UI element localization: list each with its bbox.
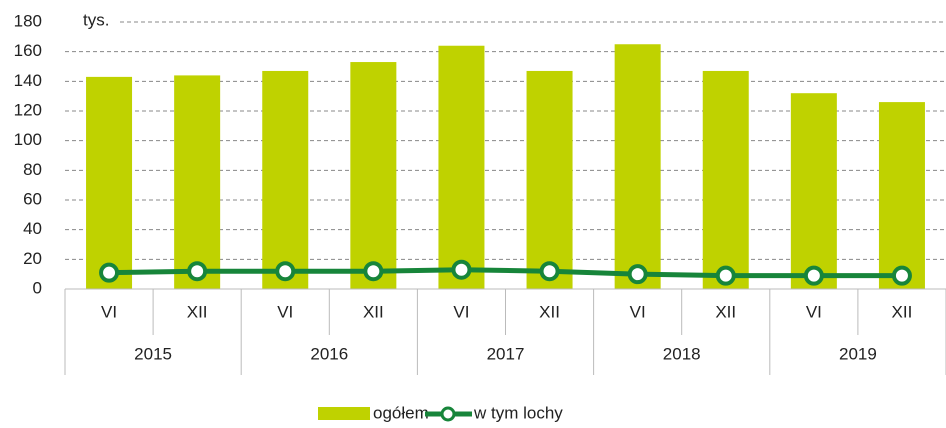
line-marker (891, 265, 912, 286)
y-tick-label: 0 (33, 278, 42, 297)
x-tick-label: VI (806, 302, 822, 321)
bar (526, 70, 573, 289)
x-tick-label: XII (187, 302, 208, 321)
x-tick-label: XII (892, 302, 913, 321)
y-tick-label: 40 (23, 219, 42, 238)
y-unit: tys. (83, 10, 109, 29)
x-tick-label: VI (277, 302, 293, 321)
legend-label: ogółem (373, 403, 429, 422)
y-tick-label: 120 (14, 100, 42, 119)
line-marker (715, 265, 736, 286)
y-tick-label: 160 (14, 41, 42, 60)
line-marker (627, 264, 648, 285)
x-tick-label: VI (453, 302, 469, 321)
line-marker (275, 261, 296, 282)
line-marker (451, 259, 472, 280)
group-label: 2015 (134, 344, 172, 363)
group-label: 2018 (663, 344, 701, 363)
bar (614, 44, 661, 289)
group-label: 2017 (487, 344, 525, 363)
bar (350, 62, 397, 289)
legend-marker (440, 406, 456, 422)
bar (702, 70, 749, 289)
y-tick-label: 100 (14, 130, 42, 149)
y-tick-label: 180 (14, 11, 42, 30)
y-tick-label: 60 (23, 189, 42, 208)
y-tick-label: 140 (14, 71, 42, 90)
line (109, 267, 902, 279)
x-tick-label: VI (630, 302, 646, 321)
bar (86, 76, 133, 289)
y-tick-label: 20 (23, 249, 42, 268)
line-marker (803, 265, 824, 286)
group-label: 2016 (310, 344, 348, 363)
bar (438, 45, 485, 289)
x-tick-label: XII (363, 302, 384, 321)
x-tick-label: VI (101, 302, 117, 321)
line-marker (539, 261, 560, 282)
bar (790, 93, 837, 289)
line-marker (187, 261, 208, 282)
legend-swatch (318, 407, 370, 420)
x-tick-label: XII (715, 302, 736, 321)
legend-label: w tym lochy (473, 403, 563, 422)
bar (174, 75, 221, 290)
bar (878, 102, 925, 289)
line-marker (99, 262, 120, 283)
y-tick-label: 80 (23, 160, 42, 179)
x-tick-label: XII (539, 302, 560, 321)
line-marker (363, 261, 384, 282)
bar (262, 70, 309, 289)
group-label: 2019 (839, 344, 877, 363)
